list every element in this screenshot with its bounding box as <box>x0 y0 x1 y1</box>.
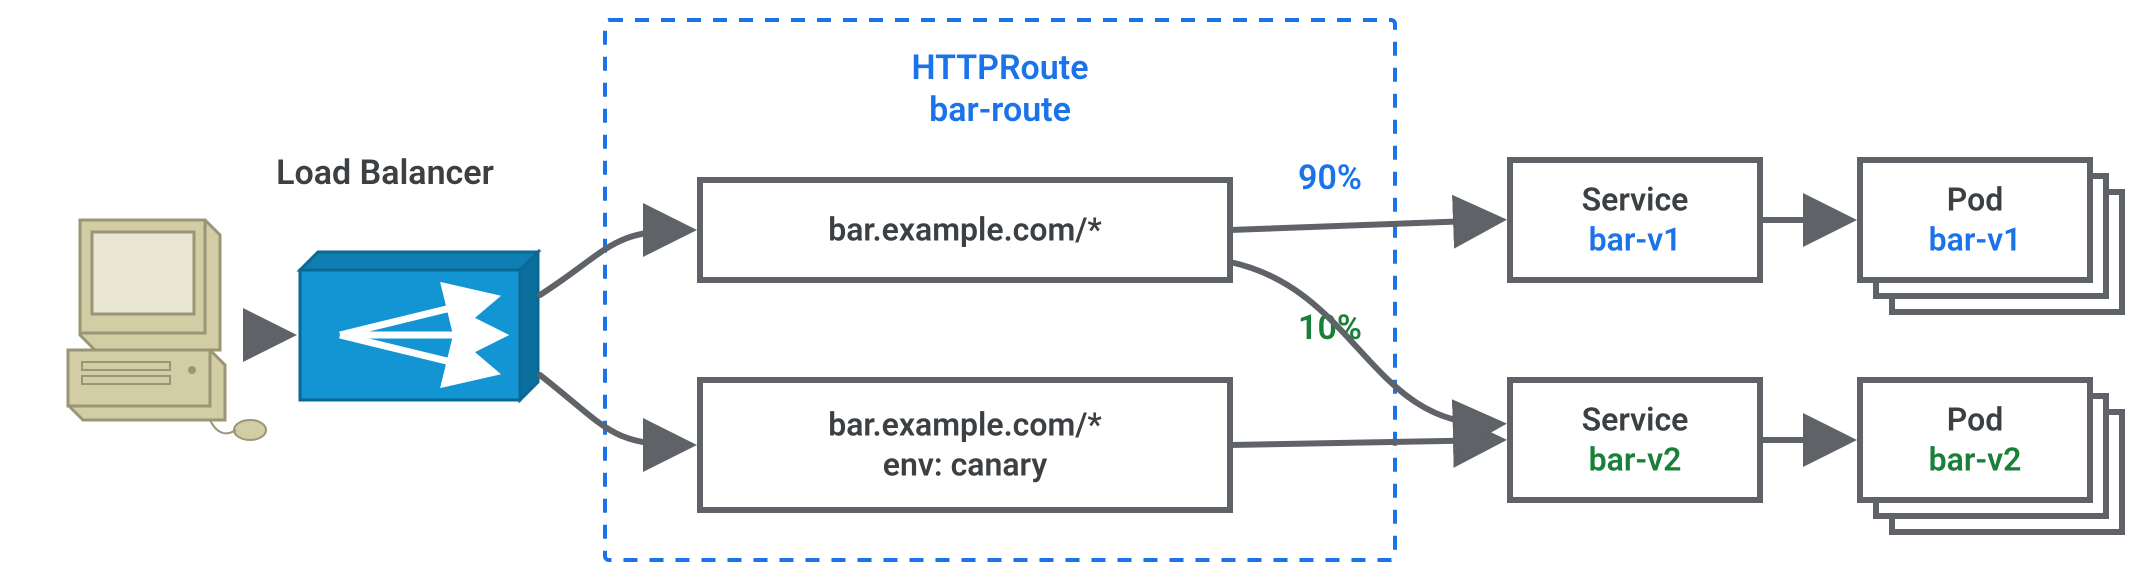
service-v2-title: Service <box>1582 400 1689 438</box>
pod-v2: Podbar-v2 <box>1860 380 2122 532</box>
service-v1-title: Service <box>1582 180 1689 218</box>
load-balancer-label: Load Balancer <box>276 153 494 193</box>
pod-v1: Podbar-v1 <box>1860 160 2122 312</box>
service-v1: Servicebar-v1 <box>1510 160 1760 280</box>
pct-top: 90% <box>1298 158 1362 198</box>
rule-top-label: bar.example.com/* <box>828 210 1102 248</box>
service-v1-sub: bar-v1 <box>1589 220 1682 258</box>
service-v2: Servicebar-v2 <box>1510 380 1760 500</box>
load-balancer-icon <box>300 252 538 400</box>
rule-bottom: bar.example.com/*env: canary <box>700 380 1230 510</box>
pod-v1-sub: bar-v1 <box>1929 220 2022 258</box>
pod-v1-title: Pod <box>1947 180 2003 218</box>
httproute-title: HTTPRoute <box>911 48 1088 88</box>
service-v2-sub: bar-v2 <box>1589 440 1682 478</box>
rule-bottom-label-1: bar.example.com/* <box>828 405 1102 443</box>
pod-v2-sub: bar-v2 <box>1929 440 2022 478</box>
rule-top: bar.example.com/* <box>700 180 1230 280</box>
pod-v2-title: Pod <box>1947 400 2003 438</box>
rule-bottom-label-2: env: canary <box>883 445 1048 483</box>
httproute-name: bar-route <box>929 90 1071 130</box>
